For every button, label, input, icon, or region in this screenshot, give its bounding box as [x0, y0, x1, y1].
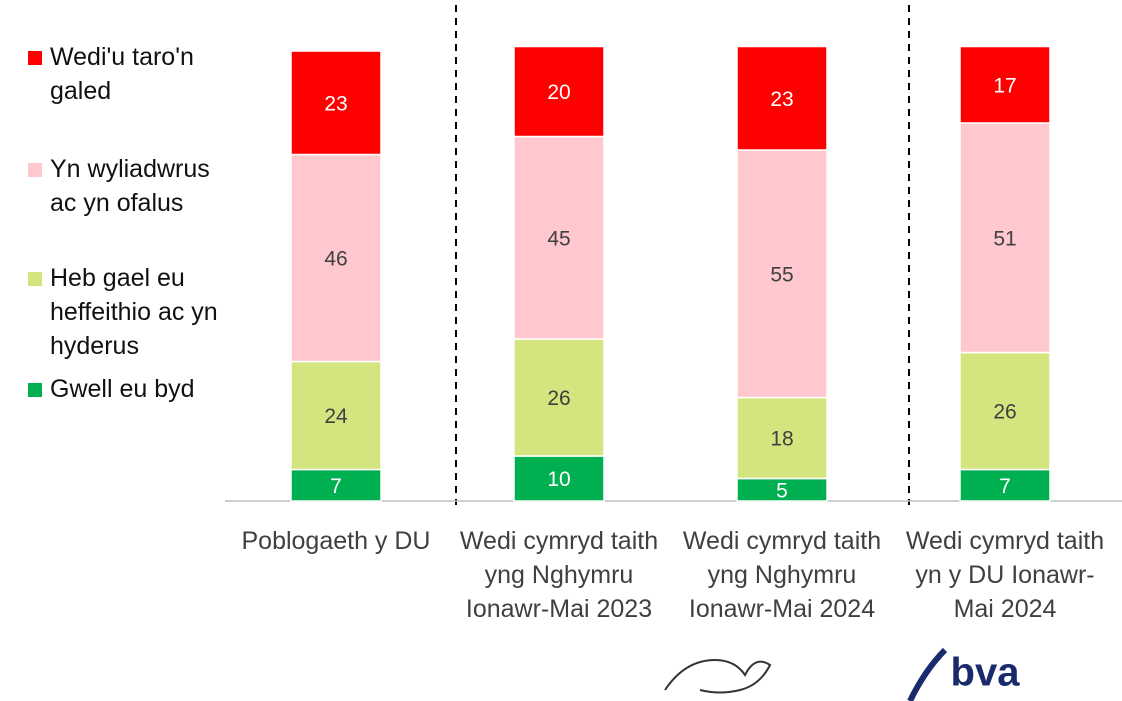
data-label: 45 — [547, 227, 570, 250]
legend-swatch — [28, 383, 42, 397]
data-label: 24 — [324, 405, 348, 428]
x-tick-label: Wedi cymryd taith yn y DU Ionawr-Mai 202… — [905, 527, 1105, 623]
bar-segment — [290, 50, 382, 156]
dragon-logo — [664, 658, 772, 694]
bar-segment — [959, 45, 1051, 124]
data-label: 10 — [547, 468, 570, 491]
legend-swatch — [28, 272, 42, 286]
legend-label: Wedi'u taro'n galed — [50, 43, 194, 105]
legend-label: Heb gael eu heffeithio ac yn hyderus — [50, 264, 218, 360]
x-tick-label: Wedi cymryd taith yng Nghymru Ionawr-Mai… — [459, 527, 659, 623]
data-label: 26 — [993, 401, 1016, 424]
data-label: 7 — [999, 475, 1011, 498]
logo-text: bva — [951, 651, 1021, 695]
data-label: 5 — [776, 479, 788, 502]
bar-segment — [513, 135, 605, 340]
legend-swatch — [28, 51, 42, 65]
legend-label: Yn wyliadwrus ac yn ofalus — [50, 155, 210, 217]
bar-segment — [959, 122, 1051, 354]
data-label: 20 — [547, 81, 570, 104]
bar-segment — [959, 351, 1051, 471]
data-label: 26 — [547, 387, 570, 410]
bar-segment — [736, 45, 828, 151]
x-tick-label: Wedi cymryd taith yng Nghymru Ionawr-Mai… — [682, 527, 882, 623]
bar-segment — [513, 45, 605, 138]
bar-segment — [736, 149, 828, 399]
data-label: 23 — [324, 92, 347, 115]
data-label: 7 — [330, 475, 342, 498]
data-label: 46 — [324, 248, 347, 271]
bar-segment — [290, 360, 382, 471]
bar-segment — [959, 468, 1051, 502]
x-tick-label: Poblogaeth y DU — [241, 527, 431, 555]
data-label: 17 — [993, 74, 1016, 97]
bar-segment — [290, 468, 382, 502]
legend-swatch — [28, 163, 42, 177]
legend-label: Gwell eu byd — [50, 375, 195, 403]
data-label: 55 — [770, 263, 793, 286]
data-label: 51 — [993, 227, 1016, 250]
logo-mark — [907, 647, 948, 701]
bar-segment — [513, 338, 605, 457]
bar-segment — [736, 396, 828, 480]
bar-segment — [290, 153, 382, 363]
data-label: 18 — [770, 428, 793, 451]
bar-segment — [513, 455, 605, 502]
data-label: 23 — [770, 88, 793, 111]
